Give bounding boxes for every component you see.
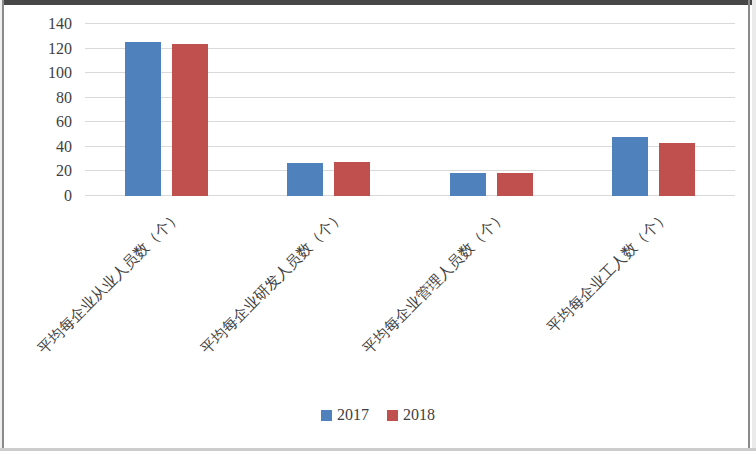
legend-label-2018: 2018	[403, 406, 435, 424]
bar-group-2	[248, 24, 411, 196]
legend-swatch-2018	[387, 410, 398, 421]
y-axis-label-20: 20	[0, 161, 72, 181]
legend-item-2017: 2017	[321, 406, 369, 424]
x-axis-label-3: 平均每企业管理人员数（个）	[359, 207, 510, 358]
y-axis-label-100: 100	[0, 63, 72, 83]
bar-2018-category-2	[334, 162, 370, 196]
y-axis-label-40: 40	[0, 137, 72, 157]
x-axis-label-2: 平均每企业研发人员数（个）	[197, 207, 348, 358]
bar-2017-category-2	[287, 163, 323, 196]
legend-item-2018: 2018	[387, 406, 435, 424]
legend-swatch-2017	[321, 410, 332, 421]
y-axis-label-140: 140	[0, 14, 72, 34]
x-axis-label-4: 平均每企业工人数（个）	[543, 207, 673, 337]
frame-right-margin	[752, 0, 756, 451]
bar-group-4	[573, 24, 736, 196]
chart-screenshot: 0 20 40 60 80 100 120 140 平均每企业从业人员数（个）平均每企业研发人…	[0, 0, 756, 451]
bar-2018-category-1	[172, 44, 208, 196]
y-axis-label-120: 120	[0, 39, 72, 59]
y-axis-label-80: 80	[0, 88, 72, 108]
legend: 2017 2018	[0, 406, 756, 424]
bar-group-1	[85, 24, 248, 196]
bar-2018-category-4	[659, 143, 695, 196]
frame-top-border	[2, 0, 752, 5]
bar-2018-category-3	[497, 173, 533, 196]
bar-2017-category-4	[612, 137, 648, 196]
y-axis-label-0: 0	[0, 186, 72, 206]
bar-group-3	[410, 24, 573, 196]
bar-2017-category-3	[450, 173, 486, 196]
plot-area	[85, 24, 735, 196]
bar-2017-category-1	[125, 42, 161, 196]
y-axis-label-60: 60	[0, 112, 72, 132]
x-axis-label-1: 平均每企业从业人员数（个）	[34, 207, 185, 358]
legend-label-2017: 2017	[337, 406, 369, 424]
frame-right-border	[748, 0, 750, 451]
bar-groups	[85, 24, 735, 196]
